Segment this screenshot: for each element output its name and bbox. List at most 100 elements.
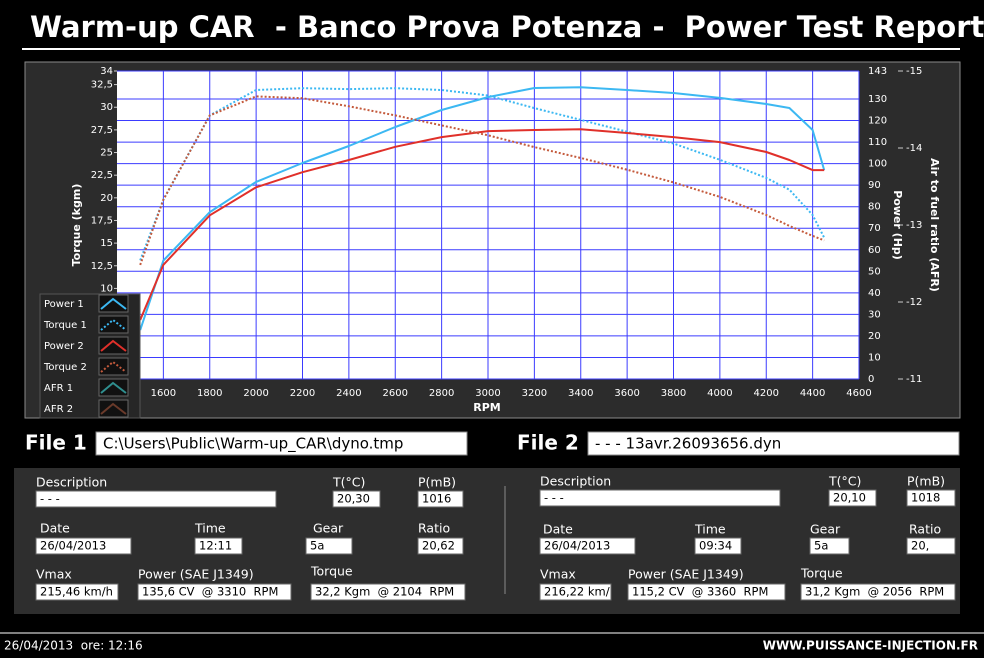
- field-box: [906, 537, 956, 555]
- file-path-box: [587, 431, 960, 456]
- y-tick-label: 20: [100, 193, 113, 204]
- field-box: [35, 537, 132, 555]
- y2-tick-label: 70: [868, 223, 881, 234]
- y-tick-label: 17,5: [91, 215, 113, 226]
- field-value: 12:11: [199, 539, 232, 553]
- field-box: [310, 583, 466, 601]
- legend-label: AFR 2: [44, 404, 73, 415]
- field-label: Time: [194, 521, 226, 536]
- field-box: [906, 489, 956, 507]
- field-box: [35, 490, 277, 508]
- x-tick-label: 2600: [383, 388, 408, 399]
- x-tick-label: 4200: [754, 388, 779, 399]
- y-tick-label: 30: [100, 102, 113, 113]
- field-label: Description: [540, 474, 611, 489]
- field-box: [35, 583, 119, 601]
- field-value: - - -: [40, 492, 60, 506]
- field-box: [809, 537, 850, 555]
- legend-label: Torque 2: [43, 362, 87, 373]
- file-label: File 2: [517, 431, 579, 455]
- series-line: [139, 87, 826, 261]
- y-tick-label: 32,5: [91, 80, 113, 91]
- field-value: 31,2 Kgm @ 2056 RPM: [805, 585, 944, 599]
- field-label: Power (SAE J1349): [138, 567, 254, 582]
- file-path-box: [95, 431, 468, 456]
- field-value: 115,2 CV @ 3360 RPM: [632, 585, 768, 599]
- field-value: 215,46 km/h: [40, 585, 113, 599]
- legend-swatch: [98, 315, 129, 334]
- field-box: [694, 537, 742, 555]
- y-tick-label: 10: [100, 283, 113, 294]
- x-tick-label: 3200: [522, 388, 547, 399]
- legend-label: AFR 1: [44, 383, 73, 394]
- field-label: Gear: [810, 522, 841, 537]
- y2-axis-title: Power (Hp): [891, 190, 904, 260]
- y-axis-title: Torque (kgm): [70, 184, 83, 267]
- field-label: Torque: [800, 566, 843, 581]
- x-tick-label: 1600: [151, 388, 176, 399]
- series-line: [139, 86, 826, 331]
- field-label: Power (SAE J1349): [628, 567, 744, 582]
- y-tick-label: 12,5: [91, 261, 113, 272]
- y2-tick-label: 110: [868, 137, 887, 148]
- field-box: [539, 489, 781, 507]
- field-value: 09:34: [699, 539, 732, 553]
- field-label: Description: [36, 475, 107, 490]
- y2-tick-label: 40: [868, 288, 881, 299]
- x-tick-label: 2200: [290, 388, 315, 399]
- x-tick-label: 2400: [336, 388, 361, 399]
- field-value: 135,6 CV @ 3310 RPM: [142, 585, 278, 599]
- field-value: 216,22 km/: [544, 585, 610, 599]
- y-tick-label: 34: [100, 66, 113, 77]
- legend-swatch: [98, 357, 129, 376]
- x-tick-label: 3400: [568, 388, 593, 399]
- legend: Power 1 Torque 1 Power 2 Torque 2 AFR 1 AFR 2: [39, 293, 141, 419]
- legend-label: Power 1: [44, 299, 84, 310]
- x-tick-label: 4600: [846, 388, 871, 399]
- field-value: 20,: [911, 539, 929, 553]
- x-tick-label: 2000: [243, 388, 268, 399]
- legend-swatch: [98, 378, 129, 397]
- field-value: 26/04/2013: [40, 539, 106, 553]
- field-label: Vmax: [540, 567, 576, 582]
- field-label: Ratio: [909, 522, 941, 537]
- x-tick-label: 4400: [800, 388, 825, 399]
- file-path: C:\Users\Public\Warm-up_CAR\dyno.tmp: [103, 435, 403, 454]
- y3-tick-label: -14: [906, 143, 922, 154]
- x-axis-title: RPM: [473, 401, 500, 414]
- field-box: [828, 489, 877, 507]
- field-box: [305, 537, 353, 555]
- field-label: Gear: [313, 521, 344, 536]
- y2-tick-label: 10: [868, 352, 881, 363]
- y-tick-label: 25: [100, 148, 113, 159]
- chart: 1600 1800 2000 2200 2400 2600 2800 3000 3200 3400…: [39, 66, 941, 419]
- y2-tick-label: 130: [868, 94, 887, 105]
- legend-label: Power 2: [44, 341, 84, 352]
- y2-tick-label: 20: [868, 331, 881, 342]
- file-section: Description - - - T(°C) 20,30 P(mB) 1016 Date 2…: [14, 468, 960, 614]
- field-label: Torque: [310, 564, 353, 579]
- x-tick-label: 2800: [429, 388, 454, 399]
- field-value: 32,2 Kgm @ 2104 RPM: [315, 585, 454, 599]
- field-label: P(mB): [418, 475, 456, 490]
- legend-box: [39, 293, 141, 419]
- legend-icon: [100, 318, 127, 331]
- file-path: - - - 13avr.26093656.dyn: [595, 435, 781, 453]
- field-box: [417, 490, 464, 508]
- y3-tick-label: -13: [906, 220, 922, 231]
- footer-datetime: 26/04/2013 ore: 12:16: [4, 639, 143, 653]
- legend-icon: [100, 381, 127, 394]
- legend-swatch: [98, 336, 129, 355]
- x-tick-label: 1800: [197, 388, 222, 399]
- y-tick-label: 22,5: [91, 170, 113, 181]
- report-title: Warm-up CAR - Banco Prova Potenza - Powe…: [30, 10, 984, 44]
- x-tick-label: 3000: [475, 388, 500, 399]
- field-box: [539, 583, 612, 601]
- file-label: File 1: [25, 431, 87, 455]
- field-label: T(°C): [332, 475, 365, 490]
- field-label: P(mB): [907, 474, 945, 489]
- series-line: [139, 128, 825, 321]
- field-value: 20,62: [422, 539, 455, 553]
